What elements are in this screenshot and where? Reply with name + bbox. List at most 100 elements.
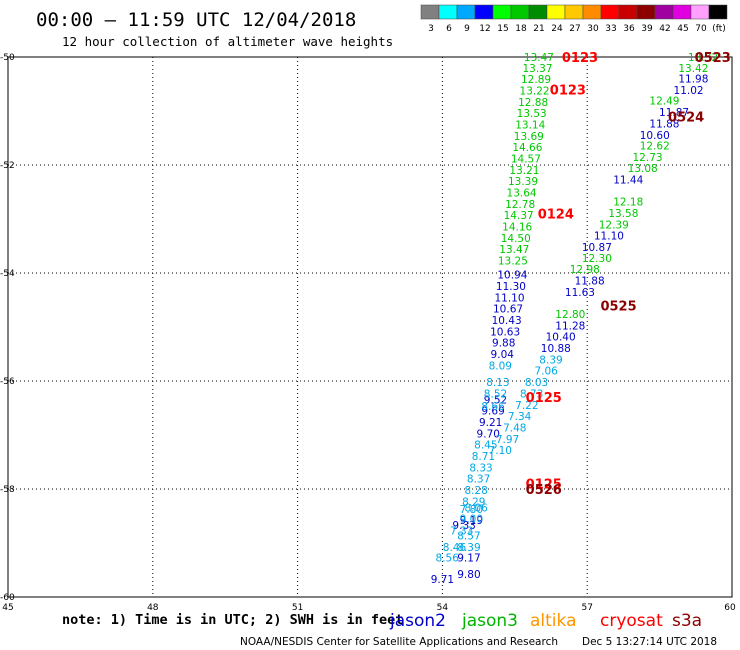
pass-time-label: 0526 xyxy=(526,483,562,498)
wave-height-altika: 8.39 xyxy=(457,542,480,554)
wave-height-jason2: 11.02 xyxy=(674,85,704,97)
colorbar-swatch xyxy=(438,4,458,20)
wave-height-jason2: 9.19 xyxy=(460,515,483,527)
wave-height-altika: 8.09 xyxy=(489,360,512,372)
wave-height-jason2: 9.21 xyxy=(479,417,502,429)
legend-cryosat: cryosat xyxy=(600,611,663,631)
wave-height-altika: 8.39 xyxy=(539,354,562,366)
y-tick-label: -50 xyxy=(0,53,15,63)
pass-time-label: 0523 xyxy=(695,51,731,66)
pass-time-label: 0125 xyxy=(526,478,562,493)
wave-height-altika: 7.22 xyxy=(515,400,538,412)
wave-height-jason3: 13.39 xyxy=(508,176,538,188)
wave-height-jason3: 13.47 xyxy=(524,52,554,64)
colorbar: 3 6 9 12 15 18 21 24 27 30 33 36 39 42 45 70 (ft) xyxy=(420,4,728,34)
pass-time-label: 0123 xyxy=(550,83,586,98)
colorbar-label: 70 xyxy=(695,24,707,34)
wave-height-jason2: 10.63 xyxy=(490,326,520,338)
colorbar-label: 36 xyxy=(623,24,635,34)
footer-timestamp: Dec 5 13:27:14 UTC 2018 xyxy=(582,636,717,648)
x-tick-label: 57 xyxy=(581,603,592,613)
wave-height-jason3: 14.57 xyxy=(511,154,541,166)
wave-height-jason2: 9.04 xyxy=(491,349,515,361)
pass-time-label: 0525 xyxy=(600,299,636,314)
wave-height-jason2: 11.63 xyxy=(565,287,595,299)
colorbar-swatch xyxy=(528,4,548,20)
colorbar-label: 30 xyxy=(587,24,599,34)
colorbar-label: 45 xyxy=(677,24,688,34)
wave-height-altika: 8.13 xyxy=(486,377,509,389)
wave-height-altika: 8.57 xyxy=(457,530,480,542)
wave-height-jason3: 13.58 xyxy=(608,208,638,220)
colorbar-label: 3 xyxy=(428,24,434,34)
wave-height-jason3: 13.21 xyxy=(509,165,539,177)
wave-height-jason2: 10.40 xyxy=(546,332,576,344)
wave-height-altika: 8.29 xyxy=(462,496,485,508)
colorbar-swatch xyxy=(456,4,476,20)
colorbar-swatch xyxy=(618,4,638,20)
wave-height-jason2: 9.88 xyxy=(492,338,515,350)
wave-height-altika: 9.00 xyxy=(460,514,483,526)
wave-height-altika: 8.66 xyxy=(481,401,505,413)
wave-height-jason2: 10.60 xyxy=(640,130,670,142)
pass-time-label: 0524 xyxy=(668,110,704,125)
wave-height-jason2: 10.43 xyxy=(492,315,522,327)
wave-height-jason2: 10.67 xyxy=(493,304,523,316)
wave-height-altika: 7.48 xyxy=(503,422,526,434)
colorbar-swatch xyxy=(510,4,530,20)
colorbar-swatch xyxy=(492,4,512,20)
wave-height-altika: 7.33 xyxy=(450,526,473,538)
x-tick-label: 45 xyxy=(2,603,13,613)
legend-jason2: jason2 xyxy=(389,611,446,631)
wave-height-altika: 7.80 xyxy=(460,504,483,516)
wave-height-jason2: 10.87 xyxy=(582,242,612,254)
footer-note: note: 1) Time is in UTC; 2) SWH is in fe… xyxy=(62,612,403,628)
wave-height-altika: 8.52 xyxy=(484,388,507,400)
wave-height-altika: 8.71 xyxy=(472,451,495,463)
wave-height-altika: 8.28 xyxy=(464,485,487,497)
colorbar-swatch xyxy=(600,4,620,20)
pass-time-label: 0124 xyxy=(538,208,574,223)
pass-time-label: 0125 xyxy=(526,391,562,406)
wave-height-jason3: 12.88 xyxy=(518,97,548,109)
wave-height-altika: 8.06 xyxy=(464,502,488,514)
colorbar-swatch xyxy=(564,4,584,20)
wave-height-jason2: 9.33 xyxy=(452,520,475,532)
colorbar-swatch xyxy=(420,4,440,20)
wave-height-jason2: 11.44 xyxy=(613,175,643,187)
x-tick-label: 48 xyxy=(147,603,159,613)
colorbar-label: 21 xyxy=(533,24,544,34)
wave-height-jason3: 12.73 xyxy=(633,152,663,164)
wave-height-jason2: 11.10 xyxy=(494,292,524,304)
wave-height-jason3: 12.80 xyxy=(555,309,585,321)
footer-credit: NOAA/NESDIS Center for Satellite Applica… xyxy=(240,636,558,648)
y-tick-label: -58 xyxy=(0,485,15,495)
wave-height-jason2: 10.88 xyxy=(541,343,571,355)
satellite-legend: jason2 jason3 altika cryosat s3a xyxy=(389,611,702,631)
colorbar-label: 42 xyxy=(659,24,670,34)
wave-height-altika: 7.34 xyxy=(508,411,532,423)
colorbar-swatch xyxy=(690,4,710,20)
wave-height-jason3: 13.37 xyxy=(522,63,552,75)
wave-height-altika: 7.97 xyxy=(496,434,519,446)
colorbar-swatch xyxy=(582,4,602,20)
legend-altika: altika xyxy=(530,611,577,631)
wave-height-jason3: 12.18 xyxy=(613,197,643,209)
wave-height-jason3: 14.37 xyxy=(504,210,534,222)
legend-jason3: jason3 xyxy=(461,611,518,631)
colorbar-swatch xyxy=(546,4,566,20)
wave-height-jason3: 13.32 xyxy=(688,52,718,64)
colorbar-label: 15 xyxy=(497,24,508,34)
colorbar-swatch xyxy=(672,4,692,20)
y-tick-label: -60 xyxy=(0,593,15,603)
wave-height-altika: 8.73 xyxy=(520,388,543,400)
wave-height-jason3: 14.16 xyxy=(502,222,532,234)
wave-height-jason2: 11.10 xyxy=(594,231,624,243)
x-tick-label: 51 xyxy=(292,603,303,613)
wave-height-jason3: 12.89 xyxy=(521,74,551,86)
wave-height-altika: 8.45 xyxy=(474,440,497,452)
wave-height-jason2: 9.17 xyxy=(457,553,480,565)
colorbar-label: 9 xyxy=(464,24,470,34)
colorbar-swatch xyxy=(636,4,656,20)
wave-height-jason2: 11.88 xyxy=(649,118,679,130)
